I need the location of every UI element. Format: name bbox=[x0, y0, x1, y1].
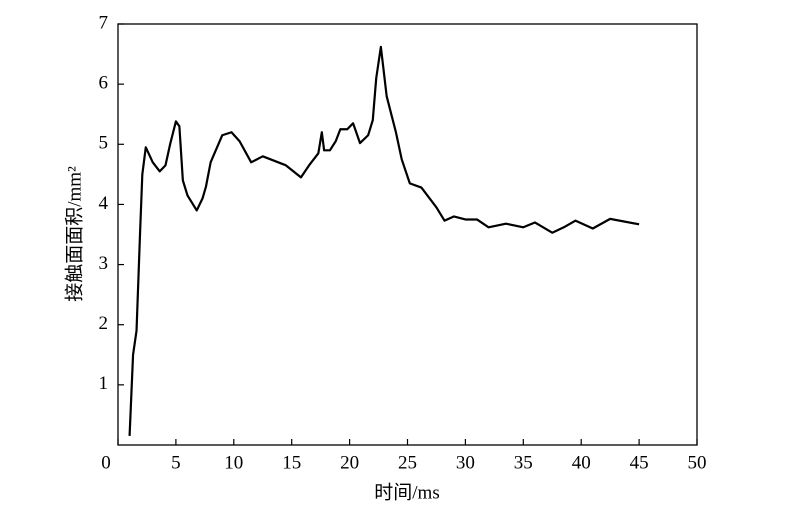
y-axis-label: 接触面面积/mm² bbox=[63, 166, 85, 302]
x-tick-label: 10 bbox=[224, 452, 243, 473]
x-tick-label: 25 bbox=[398, 452, 417, 473]
x-tick-label: 35 bbox=[514, 452, 533, 473]
y-tick-label: 7 bbox=[99, 12, 109, 33]
y-tick-label: 5 bbox=[99, 133, 109, 154]
plot-frame bbox=[117, 23, 698, 446]
data-line bbox=[128, 45, 640, 437]
y-tick-label: 1 bbox=[99, 373, 109, 394]
y-tick-label: 6 bbox=[99, 73, 109, 94]
x-tick-label: 45 bbox=[630, 452, 649, 473]
y-tick-label: 4 bbox=[99, 193, 109, 214]
x-axis-label: 时间/ms bbox=[374, 481, 439, 503]
x-tick-label: 40 bbox=[572, 452, 591, 473]
x-tick-label: 15 bbox=[282, 452, 301, 473]
x-tick-label: 30 bbox=[456, 452, 475, 473]
x-tick-label: 50 bbox=[688, 452, 707, 473]
x-tick-label: 20 bbox=[340, 452, 359, 473]
x-tick-label: 0 bbox=[101, 452, 111, 473]
x-tick-label: 5 bbox=[171, 452, 181, 473]
y-tick-label: 3 bbox=[99, 253, 109, 274]
y-tick-label: 2 bbox=[99, 313, 109, 334]
